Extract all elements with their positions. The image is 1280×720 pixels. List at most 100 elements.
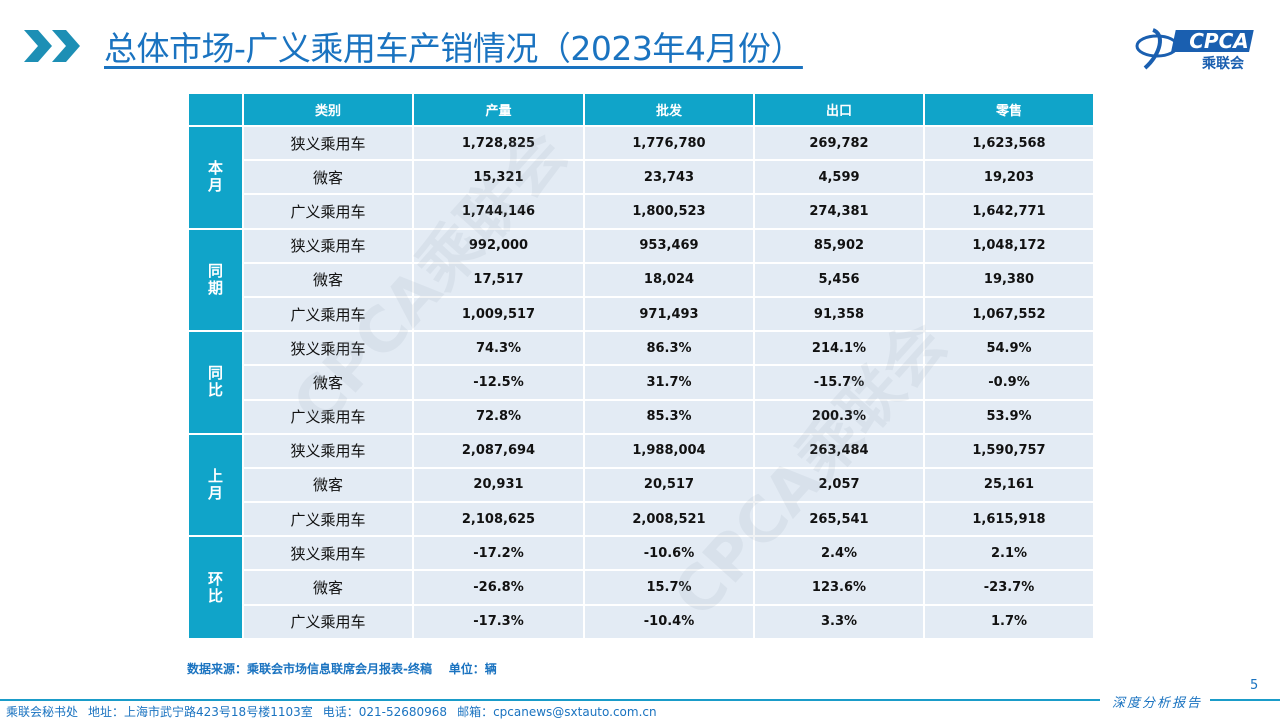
- table-row: 环比 狭义乘用车 -17.2% -10.6% 2.4% 2.1%: [187, 535, 1095, 640]
- value-cell: 1.7%: [923, 603, 1095, 640]
- value-cell: 5,456: [753, 261, 925, 298]
- table-row: 微客 20,931 20,517 2,057 25,161: [188, 466, 1095, 504]
- value-cell: 2,108,625: [412, 501, 585, 538]
- value-cell: 23,743: [583, 159, 755, 196]
- value-cell: 1,800,523: [583, 193, 755, 230]
- table-row: 微客 -12.5% 31.7% -15.7% -0.9%: [188, 364, 1095, 401]
- value-cell: 269,782: [753, 124, 925, 162]
- value-cell: 1,009,517: [412, 295, 585, 333]
- value-cell: -23.7%: [923, 569, 1095, 606]
- value-cell: 1,590,757: [923, 432, 1095, 469]
- category-cell: 广义乘用车: [242, 603, 414, 640]
- value-cell: -26.8%: [412, 569, 585, 606]
- table-row: 广义乘用车 2,108,625 2,008,521 265,541 1,615,918: [188, 501, 1095, 538]
- category-cell: 广义乘用车: [242, 398, 414, 435]
- category-cell: 狭义乘用车: [242, 535, 414, 572]
- category-cell: 微客: [242, 159, 414, 196]
- category-cell: 狭义乘用车: [242, 330, 414, 367]
- value-cell: 1,988,004: [583, 432, 755, 469]
- value-cell: -0.9%: [923, 364, 1095, 401]
- source-text: 数据来源：乘联会市场信息联席会月报表-终稿: [187, 662, 432, 676]
- footer-line: [1210, 699, 1280, 701]
- report-type: 深度分析报告: [1112, 696, 1203, 711]
- value-cell: 1,728,825: [412, 124, 585, 162]
- value-cell: -17.3%: [412, 603, 585, 640]
- value-cell: 992,000: [412, 227, 585, 264]
- logo-text: CPCA: [1189, 29, 1249, 53]
- address: 地址：上海市武宁路423号18号楼1103室: [88, 705, 313, 719]
- value-cell: 54.9%: [923, 330, 1095, 367]
- category-cell: 广义乘用车: [242, 501, 414, 538]
- footer-line: [0, 699, 1100, 701]
- header-cell: 产量: [412, 92, 585, 127]
- group-label: 上月: [187, 432, 244, 538]
- table-row: 广义乘用车 72.8% 85.3% 200.3% 53.9%: [188, 398, 1095, 435]
- source-note: 数据来源：乘联会市场信息联席会月报表-终稿 单位：辆: [187, 660, 497, 677]
- value-cell: -15.7%: [753, 364, 925, 401]
- value-cell: 91,358: [753, 295, 925, 333]
- value-cell: 53.9%: [923, 398, 1095, 435]
- value-cell: 200.3%: [753, 398, 925, 435]
- value-cell: 85,902: [753, 227, 925, 264]
- category-cell: 狭义乘用车: [242, 227, 414, 264]
- page-number: 5: [1250, 678, 1259, 693]
- value-cell: 20,931: [412, 466, 585, 504]
- table-row: 同期 狭义乘用车 992,000 953,469 85,902 1,048,172: [187, 227, 1095, 333]
- value-cell: 31.7%: [583, 364, 755, 401]
- value-cell: 72.8%: [412, 398, 585, 435]
- value-cell: 1,642,771: [923, 193, 1095, 230]
- category-cell: 广义乘用车: [242, 193, 414, 230]
- chevrons: [24, 30, 80, 62]
- value-cell: 3.3%: [753, 603, 925, 640]
- value-cell: 19,203: [923, 159, 1095, 196]
- header-row: 类别 产量 批发 出口 零售: [187, 92, 1095, 127]
- value-cell: 123.6%: [753, 569, 925, 606]
- value-cell: -17.2%: [412, 535, 585, 572]
- data-table: 类别 产量 批发 出口 零售 本月 狭义乘用车 1,728,825 1,776,780 269,…: [187, 92, 1095, 640]
- unit-text: 单位：辆: [448, 662, 497, 676]
- table-row: 广义乘用车 1,744,146 1,800,523 274,381 1,642,771: [188, 193, 1095, 230]
- category-cell: 微客: [242, 364, 414, 401]
- value-cell: 4,599: [753, 159, 925, 196]
- value-cell: 263,484: [753, 432, 925, 469]
- value-cell: 1,744,146: [412, 193, 585, 230]
- table-row: 本月 狭义乘用车 1,728,825 1,776,780 269,782 1,623,56…: [187, 124, 1095, 230]
- value-cell: 214.1%: [753, 330, 925, 367]
- value-cell: 85.3%: [583, 398, 755, 435]
- header-cell: [187, 92, 244, 127]
- footer: 乘联会秘书处 地址：上海市武宁路423号18号楼1103室 电话：021-52680…: [6, 703, 667, 720]
- category-cell: 微客: [242, 466, 414, 504]
- value-cell: 18,024: [583, 261, 755, 298]
- value-cell: 274,381: [753, 193, 925, 230]
- value-cell: 20,517: [583, 466, 755, 504]
- value-cell: -10.6%: [583, 535, 755, 572]
- group-label: 环比: [187, 535, 244, 640]
- title: 总体市场-广义乘用车产销情况（2023年4月份）: [104, 29, 803, 68]
- value-cell: 2.4%: [753, 535, 925, 572]
- value-cell: 17,517: [412, 261, 585, 298]
- value-cell: 1,623,568: [923, 124, 1095, 162]
- value-cell: 2,057: [753, 466, 925, 504]
- header-cell: 出口: [753, 92, 925, 127]
- group-label: 同比: [187, 330, 244, 435]
- value-cell: 86.3%: [583, 330, 755, 367]
- value-cell: 1,615,918: [923, 501, 1095, 538]
- value-cell: 2.1%: [923, 535, 1095, 572]
- category-cell: 狭义乘用车: [242, 432, 414, 469]
- table-row: 同比 狭义乘用车 74.3% 86.3% 214.1% 54.9%: [187, 330, 1095, 435]
- table-row: 微客 17,517 18,024 5,456 19,380: [188, 261, 1095, 298]
- category-cell: 微客: [242, 261, 414, 298]
- category-cell: 狭义乘用车: [242, 124, 414, 162]
- value-cell: -12.5%: [412, 364, 585, 401]
- value-cell: 74.3%: [412, 330, 585, 367]
- table-row: 广义乘用车 1,009,517 971,493 91,358 1,067,552: [188, 295, 1095, 333]
- value-cell: 2,008,521: [583, 501, 755, 538]
- table-row: 广义乘用车 -17.3% -10.4% 3.3% 1.7%: [188, 603, 1095, 640]
- category-cell: 广义乘用车: [242, 295, 414, 333]
- header-cell: 批发: [583, 92, 755, 127]
- value-cell: -10.4%: [583, 603, 755, 640]
- value-cell: 953,469: [583, 227, 755, 264]
- secretariat: 乘联会秘书处: [6, 705, 79, 719]
- header-cell: 零售: [923, 92, 1095, 127]
